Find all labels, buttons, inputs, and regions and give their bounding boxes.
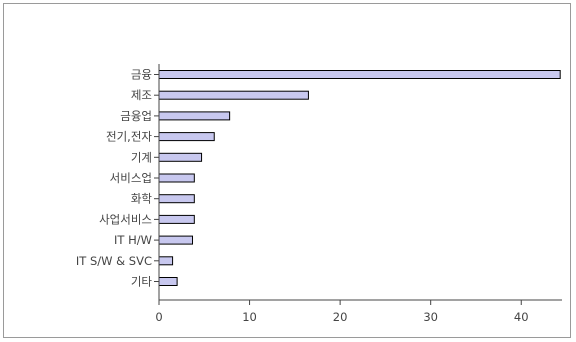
category-label-7: 사업서비스	[99, 212, 152, 226]
category-label-0: 금융	[131, 68, 152, 82]
category-label-1: 제조	[131, 88, 152, 102]
category-label-6: 화학	[131, 192, 153, 206]
bar-2	[158, 111, 231, 121]
category-label-9: IT S/W & SVC	[76, 254, 152, 268]
bar-10	[158, 277, 178, 286]
bar-9	[158, 256, 174, 266]
category-label-5: 서비스업	[110, 171, 152, 185]
category-label-2: 금융업	[120, 109, 152, 123]
category-label-4: 기계	[131, 150, 152, 164]
bar-6	[158, 194, 195, 204]
category-label-3: 전기,전자	[106, 130, 152, 144]
bar-5	[158, 173, 195, 183]
x-tick-label-0: 0	[155, 310, 162, 324]
category-label-10: 기타	[131, 275, 153, 289]
x-tick-label-4: 40	[514, 310, 529, 324]
bar-3	[158, 132, 215, 142]
x-tick-label-3: 30	[423, 310, 438, 324]
x-tick-label-1: 10	[242, 310, 257, 324]
bar-7	[158, 214, 195, 224]
x-tick-label-2: 20	[333, 310, 348, 324]
bars-group	[158, 70, 561, 286]
bar-1	[158, 90, 309, 100]
x-axis: 0 10 20 30 40	[155, 299, 562, 324]
category-label-8: IT H/W	[114, 233, 152, 247]
bar-4	[158, 152, 203, 162]
chart-frame	[3, 3, 571, 338]
bar-0	[158, 70, 561, 79]
bar-8	[158, 235, 194, 245]
